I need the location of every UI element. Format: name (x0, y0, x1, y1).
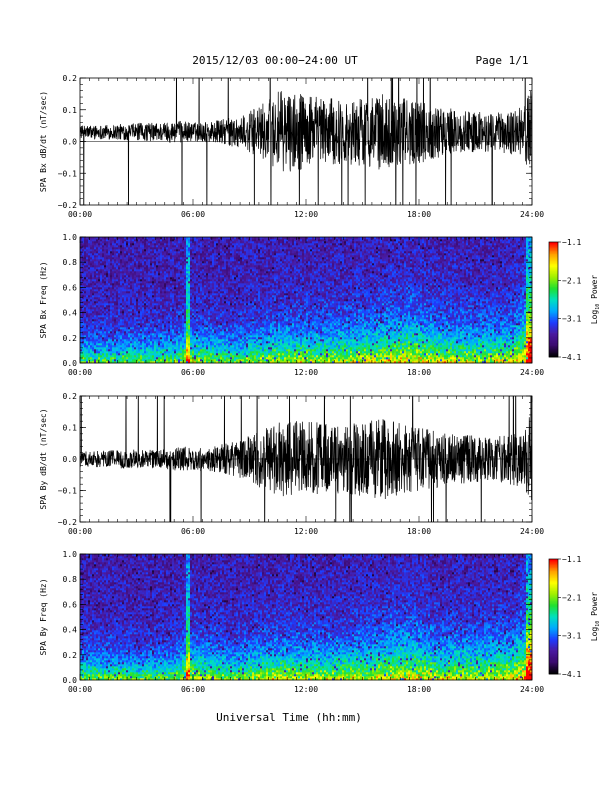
x-axis-title: Universal Time (hh:mm) (216, 711, 362, 724)
page-number: Page 1/1 (476, 54, 529, 67)
y-axis-label: SPA Bx dB/dt (nT/sec) (39, 91, 48, 192)
colorbar-tick-label: −2.1 (562, 593, 581, 602)
x-tick-label: 24:00 (520, 210, 544, 219)
y-tick-label: 0.6 (63, 283, 78, 292)
x-tick-label: 12:00 (294, 368, 318, 377)
x-tick-label: 00:00 (68, 527, 92, 536)
y-tick-label: 0.1 (63, 424, 78, 433)
y-axis-label: SPA By Freq (Hz) (39, 578, 48, 655)
figure: 2015/12/03 00:00−24:00 UT Page 1/1 00:00… (0, 0, 612, 792)
colorbar-tick-label: −4.1 (562, 670, 581, 679)
colorbar-top: −1.1 −2.1 −3.1 −4.1 Log10 Power (549, 238, 601, 362)
y-tick-label: 0.4 (63, 626, 78, 635)
x-tick-label: 18:00 (407, 527, 431, 536)
spectrogram-cells (80, 237, 532, 363)
colorbar-bottom: −1.1 −2.1 −3.1 −4.1 Log10 Power (549, 555, 601, 679)
y-tick-label: 0.0 (63, 138, 78, 147)
panel-bx-spectrogram: 00:00 06:00 12:00 18:00 24:00 1.0 0.8 0.6 0.4 0.2… (39, 233, 544, 377)
x-tick-label: 12:00 (294, 210, 318, 219)
colorbar-label: Log10 Power (590, 592, 601, 642)
x-tick-label: 12:00 (294, 527, 318, 536)
x-tick-label: 24:00 (520, 368, 544, 377)
y-tick-label: 1.0 (63, 233, 78, 242)
y-tick-label: 0.0 (63, 676, 78, 685)
x-tick-label: 00:00 (68, 210, 92, 219)
panel-bx-dbdt: 00:00 06:00 12:00 18:00 24:00 0.2 0.1 0.0 −0.1 −0… (39, 5, 544, 259)
y-tick-label: 1.0 (63, 550, 78, 559)
colorbar-tick-label: −1.1 (562, 555, 581, 564)
x-tick-label: 24:00 (520, 685, 544, 694)
y-tick-label: 0.8 (63, 258, 78, 267)
x-tick-label: 06:00 (181, 685, 205, 694)
series-line (80, 5, 532, 259)
x-tick-label: 18:00 (407, 368, 431, 377)
x-tick-label: 06:00 (181, 368, 205, 377)
y-tick-label: −0.1 (58, 169, 77, 178)
y-tick-label: 0.1 (63, 106, 78, 115)
colorbar-label: Log10 Power (590, 275, 601, 325)
y-axis-label: SPA Bx Freq (Hz) (39, 261, 48, 338)
colorbar-tick-label: −3.1 (562, 315, 581, 324)
x-tick-label: 18:00 (407, 210, 431, 219)
colorbar-tick-label: −4.1 (562, 353, 581, 362)
page-title: 2015/12/03 00:00−24:00 UT (192, 54, 358, 67)
panel-by-dbdt: 00:00 06:00 12:00 18:00 24:00 0.2 0.1 0.0 −0.1 −0… (39, 333, 544, 585)
colorbar-tick-label: −1.1 (562, 238, 581, 247)
y-tick-label: 0.2 (63, 392, 78, 401)
x-tick-label: 00:00 (68, 368, 92, 377)
y-tick-label: 0.4 (63, 309, 78, 318)
panel-by-spectrogram: 00:00 06:00 12:00 18:00 24:00 1.0 0.8 0.6 0.4 0.2… (39, 550, 544, 694)
spectrogram-cells (80, 554, 532, 680)
y-tick-label: 0.2 (63, 74, 78, 83)
y-tick-label: 0.0 (63, 455, 78, 464)
y-tick-label: −0.1 (58, 487, 77, 496)
x-tick-label: 12:00 (294, 685, 318, 694)
y-tick-label: −0.2 (58, 518, 77, 527)
x-tick-label: 18:00 (407, 685, 431, 694)
y-tick-label: 0.6 (63, 600, 78, 609)
y-tick-label: 0.2 (63, 334, 78, 343)
x-tick-label: 06:00 (181, 527, 205, 536)
x-tick-label: 24:00 (520, 527, 544, 536)
y-tick-label: −0.2 (58, 201, 77, 210)
colorbar-tick-label: −3.1 (562, 632, 581, 641)
colorbar-tick-label: −2.1 (562, 276, 581, 285)
y-tick-label: 0.0 (63, 359, 78, 368)
y-axis-label: SPA By dB/dt (nT/sec) (39, 408, 48, 509)
y-tick-label: 0.2 (63, 651, 78, 660)
x-tick-label: 00:00 (68, 685, 92, 694)
y-tick-label: 0.8 (63, 575, 78, 584)
x-tick-label: 06:00 (181, 210, 205, 219)
